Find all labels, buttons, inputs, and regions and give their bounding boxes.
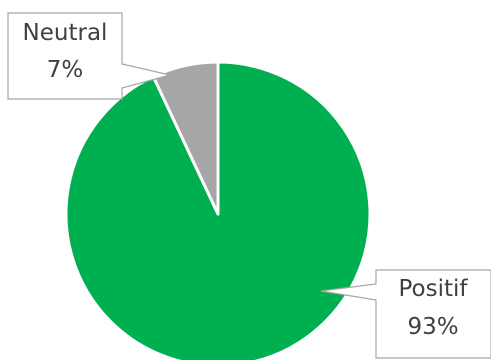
callout-positif: Positif 93% xyxy=(320,269,491,359)
pie-slice-positif xyxy=(64,60,372,360)
callout-category-positif: Positif xyxy=(399,276,469,302)
callout-box-positif xyxy=(320,269,491,359)
callout-box-neutral xyxy=(7,12,171,100)
callout-category-neutral: Neutral xyxy=(23,20,108,46)
callout-value-neutral: 7% xyxy=(47,57,84,83)
callout-value-positif: 93% xyxy=(407,314,458,340)
data-label-callouts: Positif 93% Neutral 7% xyxy=(7,12,491,359)
callout-neutral: Neutral 7% xyxy=(7,12,171,100)
pie-slices xyxy=(64,60,372,360)
